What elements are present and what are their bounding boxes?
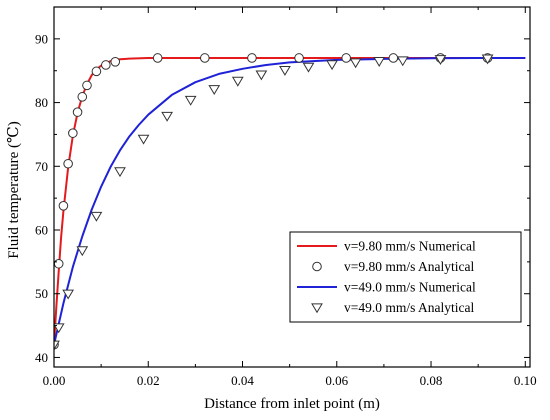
series-group (54, 53, 526, 351)
axes: 0.00 0.02 0.04 0.06 0.08 0.10 40 50 60 70 80 90 (35, 6, 537, 388)
legend-swatch-marker (311, 303, 323, 314)
x-tick-label: 0.10 (514, 373, 537, 388)
y-tick-label: 80 (35, 95, 48, 110)
data-point-circle (152, 53, 163, 63)
data-point-circle (110, 56, 121, 67)
data-point-triangle (231, 76, 244, 87)
data-point-triangle (184, 95, 197, 106)
y-tick-label: 70 (35, 159, 48, 174)
y-axis-label: Fluid temperature (℃) (6, 121, 22, 259)
data-point-triangle (54, 340, 60, 351)
data-point-circle (72, 107, 83, 117)
data-point-circle (58, 200, 69, 211)
data-point-triangle (481, 54, 494, 65)
y-tick-label: 90 (35, 31, 48, 46)
plot-frame (53, 6, 531, 368)
data-point-triangle (62, 289, 75, 300)
x-tick-label: 0.06 (325, 373, 348, 388)
legend-label: v=9.80 mm/s Numerical (344, 239, 476, 254)
y-tick-label: 50 (35, 286, 48, 301)
data-point-circle (294, 53, 304, 63)
x-tick-label: 0.08 (420, 373, 443, 388)
data-point-triangle (137, 134, 150, 145)
data-point-circle (54, 258, 64, 269)
x-axis-label: Distance from inlet point (m) (204, 396, 380, 412)
data-point-triangle (396, 56, 409, 67)
legend: v=9.80 mm/s Numerical v=9.80 mm/s Analyti… (289, 231, 522, 323)
data-point-circle (77, 92, 88, 102)
x-tick-label: 0.00 (43, 373, 66, 388)
data-point-circle (82, 80, 92, 91)
x-tick-label: 0.04 (231, 373, 254, 388)
data-point-triangle (302, 62, 315, 73)
data-point-triangle (279, 65, 291, 76)
data-point-circle (341, 53, 351, 63)
data-point-triangle (373, 57, 386, 67)
data-point-circle (247, 53, 257, 63)
data-point-triangle (208, 85, 221, 95)
data-point-triangle (349, 58, 362, 69)
plot-area (54, 53, 526, 351)
data-point-circle (200, 53, 210, 63)
data-point-triangle (76, 246, 89, 257)
data-point-triangle (434, 55, 447, 66)
data-point-circle (68, 128, 78, 138)
x-tick-label: 0.02 (137, 373, 160, 388)
data-point-circle (101, 60, 111, 70)
data-point-triangle (161, 111, 173, 122)
data-point-triangle (326, 60, 338, 71)
y-tick-label: 60 (35, 223, 48, 238)
legend-label: v=49.0 mm/s Numerical (344, 280, 476, 295)
legend-swatch-marker (312, 261, 322, 272)
y-tick-label: 40 (35, 350, 48, 365)
data-point-circle (91, 66, 102, 77)
data-point-triangle (114, 167, 126, 178)
legend-label: v=49.0 mm/s Analytical (344, 300, 474, 315)
data-point-circle (388, 53, 399, 63)
legend-label: v=9.80 mm/s Analytical (344, 259, 474, 274)
data-point-triangle (90, 211, 103, 222)
data-point-circle (63, 158, 73, 169)
data-point-triangle (255, 70, 268, 81)
